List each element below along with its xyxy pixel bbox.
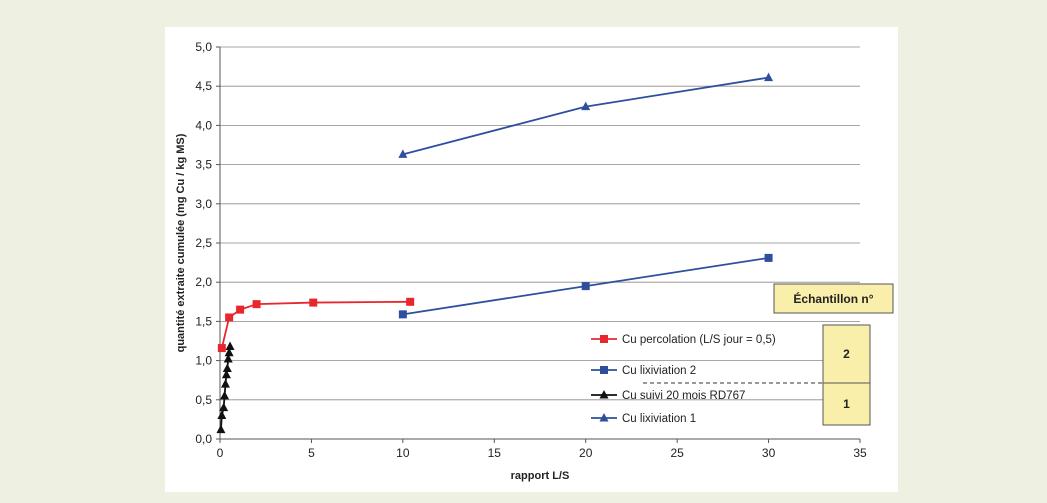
x-tick-label: 20 bbox=[579, 446, 593, 460]
data-point bbox=[236, 305, 245, 314]
data-point bbox=[309, 298, 318, 307]
x-tick-label: 10 bbox=[396, 446, 410, 460]
legend-marker bbox=[599, 390, 609, 399]
data-point bbox=[217, 344, 226, 353]
sample-cell-2 bbox=[822, 324, 871, 384]
x-tick-label: 30 bbox=[762, 446, 776, 460]
y-tick-label: 1,0 bbox=[195, 354, 212, 368]
legend-marker bbox=[600, 366, 608, 374]
data-point bbox=[225, 341, 235, 350]
sample-title: Échantillon n° bbox=[793, 291, 873, 306]
sample-annotation: Échantillon n° 2 1 bbox=[643, 283, 894, 426]
y-tick-label: 5,0 bbox=[195, 40, 212, 54]
data-point bbox=[252, 300, 261, 309]
x-tick-label: 0 bbox=[217, 446, 224, 460]
y-tick-label: 1,5 bbox=[195, 314, 212, 328]
legend: Cu percolation (L/S jour = 0,5) Cu lixivi… bbox=[591, 334, 776, 425]
data-point bbox=[217, 410, 227, 419]
series-line bbox=[220, 300, 411, 349]
x-tick-label: 5 bbox=[308, 446, 315, 460]
data-point bbox=[398, 310, 407, 319]
y-tick-label: 2,0 bbox=[195, 275, 212, 289]
series-3 bbox=[398, 72, 774, 158]
y-axis-title: quantité extraite cumulée (mg Cu / kg MS… bbox=[175, 133, 187, 352]
series-1 bbox=[398, 253, 773, 319]
y-tick-label: 0,0 bbox=[195, 432, 212, 446]
data-point bbox=[581, 282, 590, 291]
x-axis-title: rapport L/S bbox=[511, 470, 570, 482]
data-point bbox=[221, 369, 231, 379]
data-point bbox=[219, 402, 229, 412]
data-point bbox=[398, 149, 408, 158]
legend-marker bbox=[599, 413, 609, 422]
x-tick-label: 25 bbox=[670, 446, 684, 460]
series-line bbox=[402, 76, 769, 156]
axes: 0,0 0,5 1,0 1,5 2,0 2,5 3,0 3,5 4,0 4,5 5,0 0 5 10 15 2… bbox=[175, 40, 867, 482]
y-tick-label: 4,5 bbox=[195, 79, 212, 93]
x-tick-label: 15 bbox=[488, 446, 502, 460]
y-tick-label: 0,5 bbox=[195, 393, 212, 407]
series-lines bbox=[216, 72, 774, 434]
sample-cell-1 bbox=[822, 382, 871, 426]
legend-label: Cu suivi 20 mois RD767 bbox=[622, 390, 745, 402]
sample-cell-label: 1 bbox=[843, 397, 850, 411]
series-0 bbox=[217, 297, 415, 353]
data-point bbox=[764, 72, 774, 82]
y-tick-label: 3,0 bbox=[195, 197, 212, 211]
legend-label: Cu lixiviation 1 bbox=[622, 413, 696, 425]
data-point bbox=[581, 101, 591, 111]
chart-panel: 0,0 0,5 1,0 1,5 2,0 2,5 3,0 3,5 4,0 4,5 5,0 0 5 10 15 2… bbox=[165, 27, 898, 492]
series-2 bbox=[216, 341, 235, 434]
x-tick-label: 35 bbox=[853, 446, 867, 460]
sample-cell-label: 2 bbox=[843, 347, 850, 361]
line-chart: 0,0 0,5 1,0 1,5 2,0 2,5 3,0 3,5 4,0 4,5 5,0 0 5 10 15 2… bbox=[175, 40, 894, 482]
data-point bbox=[225, 313, 234, 322]
sample-title-box bbox=[773, 283, 894, 314]
data-point bbox=[222, 363, 232, 372]
data-point bbox=[216, 424, 226, 434]
legend-marker bbox=[600, 335, 608, 343]
data-point bbox=[220, 379, 230, 388]
y-tick-label: 4,0 bbox=[195, 118, 212, 132]
legend-label: Cu percolation (L/S jour = 0,5) bbox=[622, 334, 776, 346]
data-point bbox=[764, 253, 773, 262]
legend-label: Cu lixiviation 2 bbox=[622, 365, 696, 377]
data-point bbox=[224, 347, 234, 357]
gridlines bbox=[220, 46, 860, 401]
y-tick-label: 3,5 bbox=[195, 158, 212, 172]
data-point bbox=[223, 354, 233, 363]
y-tick-label: 2,5 bbox=[195, 236, 212, 250]
data-point bbox=[406, 297, 415, 306]
data-point bbox=[220, 390, 230, 400]
